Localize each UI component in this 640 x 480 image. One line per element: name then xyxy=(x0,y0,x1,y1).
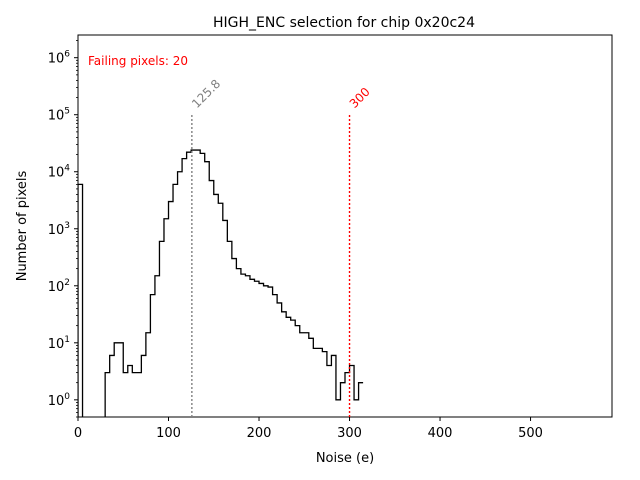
y-tick-label: 100 xyxy=(48,392,71,409)
y-axis-label: Number of pixels xyxy=(15,170,30,281)
x-tick-label: 200 xyxy=(247,426,272,441)
y-tick-label: 104 xyxy=(48,164,71,181)
chart-title: HIGH_ENC selection for chip 0x20c24 xyxy=(213,15,475,31)
x-axis-label: Noise (e) xyxy=(316,451,374,466)
threshold-label: 125.8 xyxy=(189,77,223,111)
plot-frame xyxy=(77,34,613,418)
y-tick-label: 103 xyxy=(48,221,70,238)
x-tick-label: 100 xyxy=(156,426,181,441)
y-tick-label: 101 xyxy=(48,335,70,352)
x-tick-label: 500 xyxy=(518,426,543,441)
y-tick-label: 105 xyxy=(48,107,70,124)
histogram-series xyxy=(78,149,364,417)
x-tick-label: 300 xyxy=(337,426,362,441)
x-tick-label: 0 xyxy=(74,426,82,441)
threshold-label: 300 xyxy=(347,85,373,111)
failing-pixels-label: Failing pixels: 20 xyxy=(88,54,188,68)
x-axis-ticks: 0 100 200 300 400 500 xyxy=(74,417,543,441)
x-tick-label: 400 xyxy=(428,426,453,441)
plot-area xyxy=(78,149,364,417)
y-tick-label: 106 xyxy=(48,50,71,67)
y-axis-ticks: 100 101 102 103 104 105 106 xyxy=(48,40,78,418)
y-tick-label: 102 xyxy=(48,278,70,295)
